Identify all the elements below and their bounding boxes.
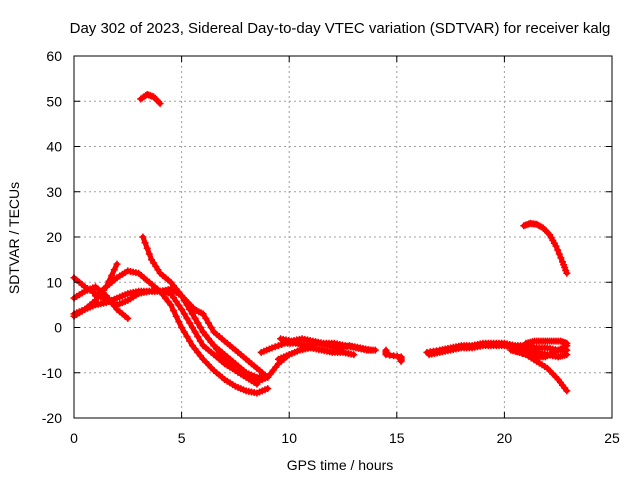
y-tick-label: 20 [46,229,62,245]
series-track-r [520,219,571,277]
data-point [199,310,207,318]
x-tick-label: 0 [70,430,78,446]
y-tick-label: 40 [46,139,62,155]
data-point [205,319,212,327]
chart-title: Day 302 of 2023, Sidereal Day-to-day VTE… [70,20,611,37]
series-track-f [139,233,261,388]
x-axis-label: GPS time / hours [287,457,394,473]
data-point [371,346,379,354]
data-point [124,314,132,322]
x-tick-label: 20 [497,430,513,446]
y-tick-label: -20 [42,410,62,426]
data-point [113,260,121,268]
data-point [519,350,527,357]
data-point [186,319,194,327]
data-point [178,324,186,331]
data-point [253,380,261,388]
data-point [108,272,116,279]
data-point [178,305,186,313]
series-track-p [522,337,571,347]
data-point [191,314,199,322]
data-point [397,357,405,365]
data-point [552,242,560,250]
data-point [268,344,276,352]
data-point [274,342,282,350]
data-point [557,254,565,262]
data-point [350,351,358,359]
data-point [188,324,196,331]
x-tick-label: 15 [389,430,405,446]
data-point [202,314,210,322]
data-point [143,244,151,252]
y-tick-label: 30 [46,184,62,200]
data-series [70,91,571,397]
series-track-g [173,287,272,381]
data-point [170,307,177,314]
data-point [145,250,153,258]
y-axis-label: SDTVAR / TECUs [6,182,22,294]
series-track-l [382,346,405,365]
data-point [278,341,286,348]
data-point [563,269,571,277]
data-point [175,318,183,326]
x-tick-label: 10 [281,430,297,446]
y-tick-label: 60 [46,48,62,64]
data-point [563,339,571,347]
axes: 0 5 10 15 20 25 -20 -10 0 10 20 30 40 50 60 [42,48,620,446]
data-point [271,343,279,351]
data-point [186,337,194,345]
data-point [172,312,180,320]
y-tick-label: 10 [46,274,62,290]
y-tick-label: 50 [46,93,62,109]
series-track-q [509,346,571,395]
data-point [563,387,571,395]
data-point [516,348,523,356]
data-point [512,347,520,355]
data-point [180,310,188,318]
y-tick-label: 0 [54,320,62,336]
data-point [264,385,272,393]
data-point [191,328,199,336]
data-point [196,337,204,345]
data-point [170,294,177,301]
data-point [172,298,180,305]
data-point [555,250,563,258]
series-track-h [137,91,164,107]
series-track-e [92,267,272,397]
data-point [167,301,175,309]
data-point [141,239,149,247]
data-point [554,246,562,254]
x-tick-label: 25 [604,430,620,446]
data-point [207,324,215,331]
data-point [188,310,196,318]
data-point [139,233,147,241]
data-point [110,266,118,274]
data-point [175,301,183,309]
data-point [183,333,191,341]
data-point [183,314,191,322]
data-point [196,324,204,331]
data-point [563,351,571,359]
data-point [156,100,164,107]
data-point [264,373,272,381]
data-point [180,328,188,336]
x-tick-label: 5 [178,430,186,446]
data-point [509,346,517,354]
y-tick-label: -10 [42,365,62,381]
data-point [194,319,202,327]
data-point [194,333,202,341]
series-track-j [277,335,379,354]
series-track-k [274,344,358,363]
